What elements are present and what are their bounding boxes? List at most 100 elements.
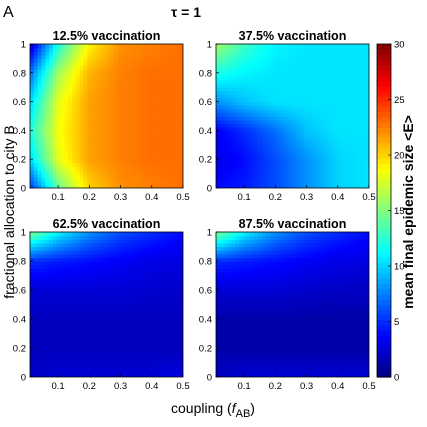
heatmap-cell — [365, 155, 369, 160]
heatmap-cell — [338, 101, 343, 106]
heatmap-cell — [133, 344, 138, 349]
heatmap-cell — [235, 94, 240, 99]
heatmap-cell — [152, 355, 157, 360]
heatmap-cell — [307, 58, 313, 63]
heatmap-cell — [75, 166, 81, 171]
heatmap-cell — [216, 297, 221, 302]
heatmap-cell — [49, 87, 54, 92]
heatmap-cell — [98, 184, 104, 188]
heatmap-cell — [72, 148, 77, 153]
heatmap-cell — [140, 51, 146, 56]
heatmap-cell — [254, 152, 259, 157]
heatmap-cell — [98, 69, 104, 74]
heatmap-cell — [87, 108, 92, 113]
heatmap-cell — [144, 333, 150, 338]
heatmap-cell — [114, 373, 119, 377]
heatmap-cell — [30, 329, 35, 335]
heatmap-cell — [152, 311, 157, 316]
heatmap-cell — [110, 44, 115, 49]
heatmap-cell — [110, 239, 115, 244]
heatmap-cell — [179, 80, 183, 85]
heatmap-cell — [102, 65, 108, 70]
heatmap-cell — [254, 130, 259, 135]
heatmap-cell — [102, 159, 108, 164]
heatmap-cell — [83, 87, 88, 92]
heatmap-cell — [152, 47, 157, 52]
heatmap-cell — [160, 355, 165, 360]
heatmap-cell — [216, 76, 221, 81]
heatmap-cell — [37, 250, 43, 255]
heatmap-cell — [223, 126, 229, 131]
heatmap-cell — [167, 297, 173, 302]
heatmap-cell — [223, 358, 229, 364]
heatmap-cell — [144, 326, 150, 331]
heatmap-cell — [129, 304, 134, 309]
heatmap-cell — [87, 80, 92, 85]
heatmap-cell — [64, 134, 69, 139]
heatmap-cell — [125, 44, 131, 49]
heatmap-cell — [277, 152, 282, 157]
heatmap-cell — [102, 105, 108, 110]
heatmap-cell — [307, 159, 313, 164]
heatmap-cell — [269, 126, 274, 131]
heatmap-cell — [41, 144, 46, 149]
heatmap-cell — [175, 44, 180, 49]
heatmap-cell — [56, 58, 62, 63]
heatmap-cell — [323, 87, 328, 92]
heatmap-cell — [33, 282, 39, 287]
heatmap-cell — [72, 80, 77, 85]
heatmap-cell — [284, 90, 290, 95]
heatmap-cell — [95, 80, 100, 85]
heatmap-cell — [45, 264, 50, 269]
heatmap-cell — [52, 134, 58, 139]
heatmap-cell — [342, 76, 347, 81]
heatmap-cell — [37, 180, 43, 185]
heatmap-cell — [323, 112, 328, 117]
heatmap-cell — [326, 80, 332, 85]
heatmap-cell — [175, 344, 180, 349]
heatmap-cell — [349, 130, 355, 135]
heatmap-cell — [68, 116, 73, 121]
heatmap-cell — [365, 180, 369, 185]
heatmap-cell — [315, 65, 320, 70]
heatmap-cell — [87, 116, 92, 121]
heatmap-cell — [52, 94, 58, 99]
heatmap-cell — [219, 94, 225, 99]
heatmap-cell — [167, 166, 173, 171]
heatmap-cell — [238, 137, 244, 142]
heatmap-cell — [102, 366, 108, 371]
heatmap-cell — [148, 80, 153, 85]
heatmap-cell — [311, 58, 317, 63]
heatmap-cell — [95, 162, 100, 167]
heatmap-cell — [121, 94, 127, 99]
heatmap-cell — [49, 337, 54, 342]
heatmap-cell — [365, 108, 369, 113]
heatmap-cell — [171, 279, 176, 284]
heatmap-cell — [129, 180, 134, 185]
heatmap-cell — [307, 162, 313, 167]
heatmap-cell — [148, 264, 153, 269]
heatmap-cell — [160, 166, 165, 171]
heatmap-cell — [79, 170, 85, 175]
heatmap-cell — [292, 141, 297, 146]
heatmap-cell — [171, 155, 176, 160]
heatmap-cell — [68, 58, 73, 63]
heatmap-cell — [216, 173, 221, 178]
heatmap-cell — [129, 329, 134, 335]
heatmap-cell — [353, 76, 359, 81]
heatmap-cell — [346, 87, 351, 92]
heatmap-cell — [95, 116, 100, 121]
heatmap-cell — [110, 348, 115, 353]
heatmap-cell — [250, 137, 255, 142]
heatmap-cell — [110, 58, 115, 63]
heatmap-cell — [223, 144, 229, 149]
heatmap-cell — [68, 239, 73, 244]
heatmap-cell — [303, 83, 309, 88]
heatmap-cell — [129, 159, 134, 164]
heatmap-cell — [102, 232, 108, 237]
heatmap-cell — [49, 311, 54, 316]
heatmap-cell — [106, 170, 111, 175]
heatmap-cell — [179, 166, 183, 171]
heatmap-cell — [45, 333, 50, 338]
heatmap-cell — [75, 83, 81, 88]
